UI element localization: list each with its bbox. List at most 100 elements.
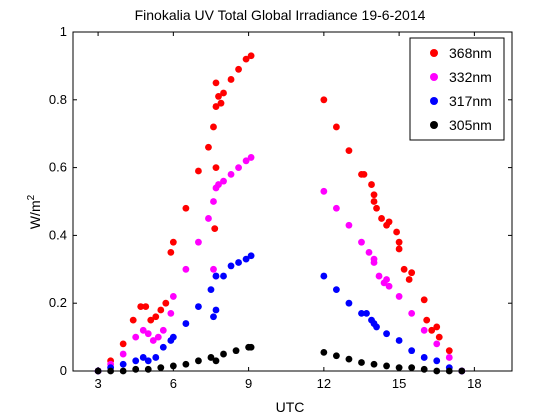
data-point-317nm	[220, 272, 227, 280]
data-point-368nm	[405, 276, 413, 283]
data-point-368nm	[142, 303, 150, 310]
legend-box	[409, 37, 505, 141]
data-point-332nm	[420, 326, 428, 334]
legend-label-305nm: 305nm	[449, 117, 492, 133]
data-point-305nm	[169, 362, 177, 370]
data-point-305nm	[370, 360, 378, 368]
data-point-368nm	[212, 164, 220, 172]
data-point-317nm	[408, 347, 416, 355]
y-tick-label: 0.8	[49, 92, 67, 107]
data-point-317nm	[333, 286, 340, 294]
data-point-305nm	[157, 364, 165, 372]
data-point-332nm	[345, 221, 353, 229]
x-tick-label: 12	[317, 376, 331, 391]
data-point-305nm	[94, 367, 102, 375]
data-point-317nm	[363, 309, 370, 317]
data-point-332nm	[159, 326, 167, 334]
data-point-332nm	[395, 293, 403, 300]
data-point-368nm	[152, 313, 160, 321]
data-point-368nm	[333, 123, 340, 131]
data-point-368nm	[395, 245, 403, 253]
data-point-305nm	[345, 355, 353, 363]
data-point-368nm	[205, 143, 212, 151]
data-point-317nm	[345, 299, 353, 307]
data-point-368nm	[210, 123, 217, 131]
data-point-317nm	[235, 259, 242, 266]
data-point-305nm	[408, 364, 416, 372]
data-point-317nm	[119, 360, 127, 368]
data-point-332nm	[149, 337, 157, 344]
data-point-368nm	[147, 316, 155, 324]
data-point-332nm	[139, 326, 147, 334]
data-point-332nm	[445, 354, 453, 361]
data-point-332nm	[210, 198, 217, 205]
data-point-317nm	[132, 357, 140, 365]
data-point-317nm	[383, 330, 390, 338]
data-point-332nm	[205, 215, 212, 222]
data-point-305nm	[207, 354, 215, 361]
data-point-305nm	[420, 365, 428, 373]
data-point-368nm	[182, 204, 190, 212]
data-point-368nm	[345, 147, 353, 155]
data-point-368nm	[370, 191, 378, 199]
data-point-305nm	[433, 367, 441, 375]
data-point-368nm	[368, 181, 375, 188]
data-point-332nm	[380, 279, 388, 287]
data-point-332nm	[320, 187, 328, 195]
data-point-368nm	[420, 296, 428, 304]
data-point-317nm	[195, 303, 202, 310]
data-point-368nm	[370, 198, 378, 205]
data-point-332nm	[370, 255, 378, 263]
x-tick-label: 9	[245, 376, 252, 391]
data-point-317nm	[368, 316, 375, 324]
data-point-368nm	[395, 238, 403, 246]
data-point-368nm	[373, 204, 380, 212]
data-point-305nm	[458, 367, 466, 375]
data-point-368nm	[157, 306, 165, 314]
data-point-368nm	[435, 333, 443, 341]
data-point-368nm	[215, 93, 222, 100]
legend-marker-305nm	[430, 121, 438, 129]
data-point-332nm	[144, 330, 152, 338]
x-tick-label: 18	[467, 376, 481, 391]
data-point-305nm	[395, 364, 403, 372]
data-point-332nm	[195, 238, 202, 246]
data-point-368nm	[119, 340, 127, 348]
data-point-317nm	[152, 354, 160, 361]
data-point-317nm	[159, 343, 167, 351]
x-tick-label: 6	[170, 376, 177, 391]
legend-label-332nm: 332nm	[449, 69, 492, 85]
data-point-368nm	[385, 218, 393, 226]
axes-frame	[72, 31, 513, 372]
data-point-368nm	[217, 99, 225, 107]
data-point-332nm	[433, 340, 441, 348]
data-point-305nm	[247, 343, 255, 351]
data-point-317nm	[358, 309, 365, 317]
data-point-317nm	[169, 333, 177, 341]
data-point-317nm	[433, 357, 441, 365]
data-point-317nm	[210, 313, 217, 321]
data-point-368nm	[320, 96, 328, 104]
data-point-317nm	[320, 272, 328, 280]
data-point-368nm	[247, 52, 255, 60]
data-point-368nm	[212, 103, 220, 110]
data-point-305nm	[119, 367, 127, 375]
data-point-305nm	[144, 365, 152, 373]
y-tick-label: 1	[60, 24, 67, 39]
y-axis-label: W/m2	[26, 194, 43, 229]
data-point-305nm	[107, 367, 115, 375]
data-point-332nm	[220, 177, 227, 185]
chart-title: Finokalia UV Total Global Irradiance 19-…	[135, 7, 426, 23]
x-axis-label: UTC	[276, 399, 305, 415]
y-tick-label: 0.2	[49, 295, 67, 310]
data-point-332nm	[333, 204, 340, 212]
data-point-368nm	[242, 55, 250, 63]
data-point-332nm	[132, 333, 140, 341]
data-point-332nm	[358, 238, 365, 246]
legend-label-368nm: 368nm	[449, 45, 492, 61]
plot-area: 3 6 9 12 15 18 0 0.2 0.4 0.6 0.8 1 368nm 332nm 317nm 30…	[49, 24, 513, 391]
data-point-332nm	[154, 333, 162, 341]
x-tick-label: 15	[392, 376, 406, 391]
data-point-332nm	[385, 282, 393, 290]
